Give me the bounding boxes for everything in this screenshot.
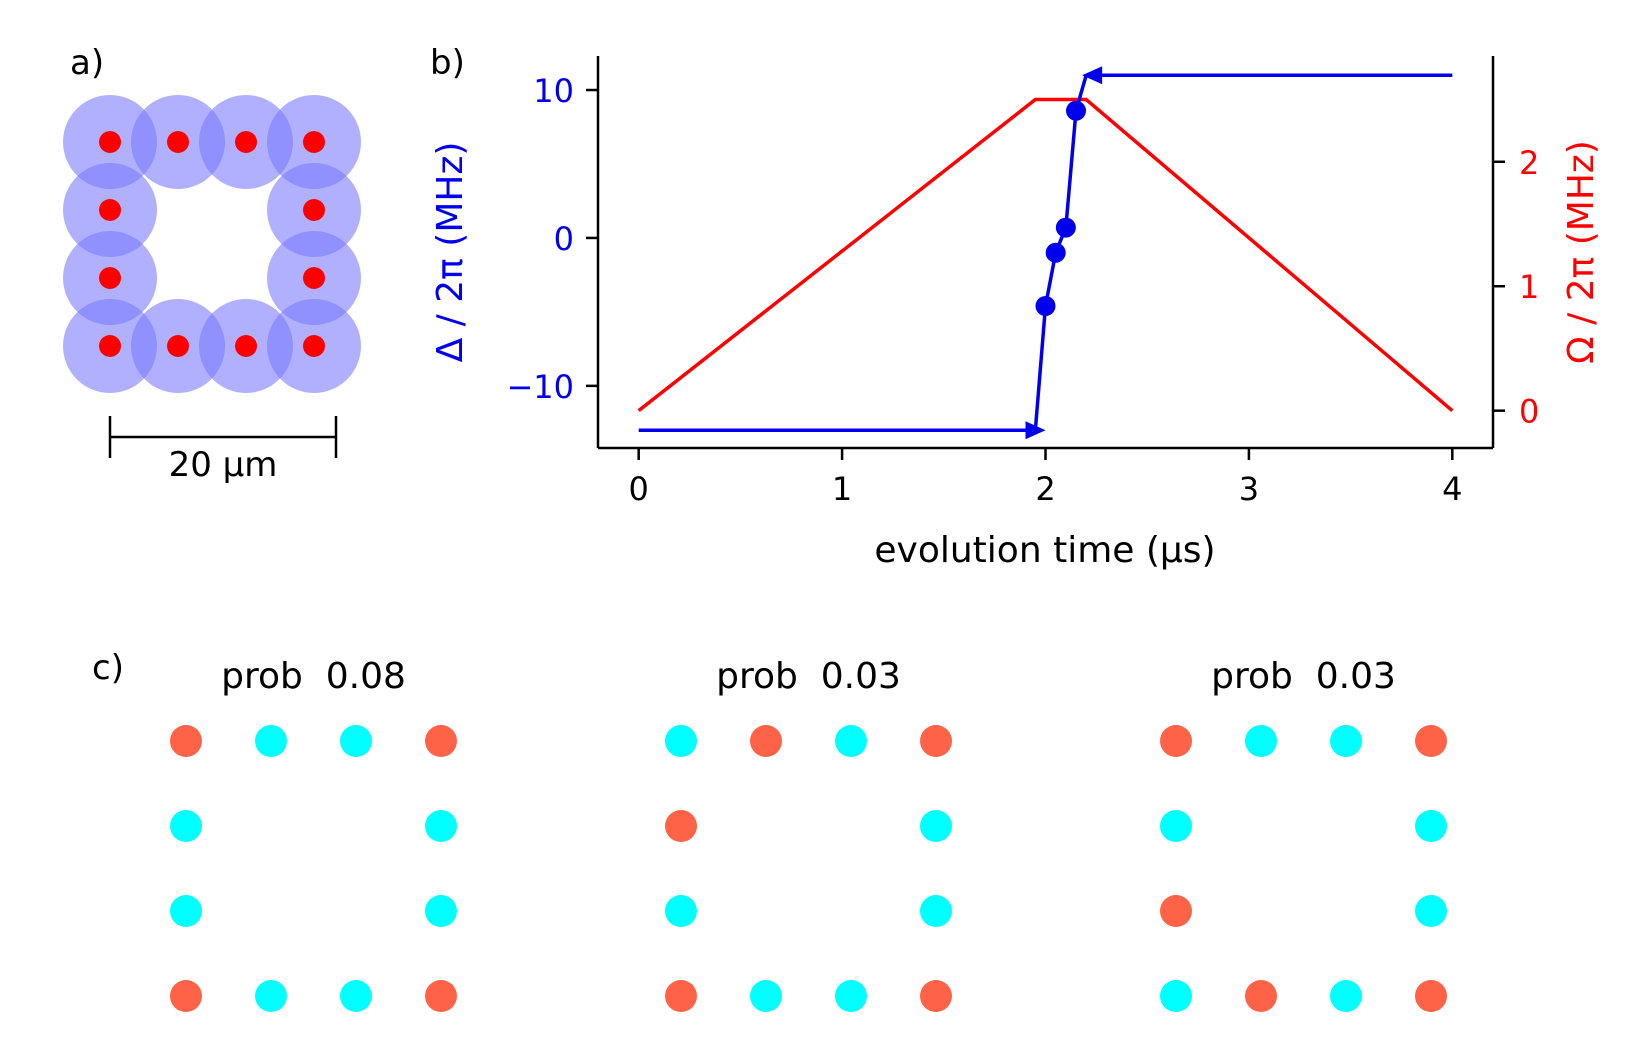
delta-marker: [1045, 242, 1066, 263]
prob-word: prob: [1211, 656, 1316, 697]
scale-bar-label: 20 μm: [169, 445, 278, 485]
excited-atom: [425, 725, 457, 757]
excited-atom: [750, 725, 782, 757]
right-tick-label: 2: [1519, 144, 1539, 182]
left-axis-ticks: −10 0 10: [506, 72, 598, 406]
excited-atom: [1245, 980, 1277, 1012]
delta-start-arrow: [638, 421, 1046, 440]
ground-atom: [920, 895, 952, 927]
ground-atom: [1160, 980, 1192, 1012]
config-layer: prob 0.08 prob 0.03 prob 0.03: [170, 656, 1447, 1012]
prob-value: 0.08: [326, 656, 406, 697]
atom-dots: [99, 131, 325, 357]
excited-atom: [920, 725, 952, 757]
ground-atom: [1160, 810, 1192, 842]
left-tick-label: 10: [533, 72, 574, 110]
atom-dot: [235, 335, 257, 357]
arrow-head: [1025, 421, 1046, 440]
prob-value: 0.03: [821, 656, 901, 697]
ground-atom: [340, 725, 372, 757]
delta-marker: [1055, 217, 1076, 238]
ground-atom: [340, 980, 372, 1012]
x-tick-label: 4: [1442, 470, 1462, 508]
right-tick-label: 0: [1519, 393, 1539, 431]
atom-dot: [167, 335, 189, 357]
ground-atom: [665, 895, 697, 927]
configuration-2: prob 0.03: [665, 656, 952, 1012]
x-tick-label: 2: [1035, 470, 1055, 508]
x-axis-label: evolution time (μs): [874, 530, 1215, 571]
excited-atom: [1415, 725, 1447, 757]
excited-atom: [170, 980, 202, 1012]
excited-atom: [1415, 980, 1447, 1012]
atom-dot: [235, 131, 257, 153]
atom-dot: [167, 131, 189, 153]
series-line-omega: [637, 97, 1454, 413]
prob-label: prob 0.03: [1211, 656, 1396, 697]
atom-dot: [99, 267, 121, 289]
scale-bar: 20 μm: [108, 416, 338, 485]
ground-atom: [1415, 895, 1447, 927]
ground-atom: [1330, 725, 1362, 757]
configuration-1: prob 0.08: [170, 656, 457, 1012]
prob-word: prob: [716, 656, 821, 697]
right-axis-ticks: 0 1 2: [1493, 144, 1539, 431]
excited-atom: [665, 810, 697, 842]
arrow-head: [1082, 66, 1103, 85]
atom-dot: [303, 131, 325, 153]
left-tick-label: 0: [554, 220, 574, 258]
excited-atom: [665, 980, 697, 1012]
prob-label: prob 0.03: [716, 656, 901, 697]
excited-atom: [425, 980, 457, 1012]
panel-a-label: a): [70, 43, 104, 83]
x-axis-ticks: 0 1 2 3 4: [629, 448, 1462, 508]
atom-dot: [303, 335, 325, 357]
delta-marker: [1035, 295, 1056, 316]
prob-word: prob: [221, 656, 326, 697]
right-tick-label: 1: [1519, 268, 1539, 306]
configuration-3: prob 0.03: [1160, 656, 1447, 1012]
ground-atom: [170, 895, 202, 927]
prob-value: 0.03: [1316, 656, 1396, 697]
ground-atom: [1245, 725, 1277, 757]
excited-atom: [1160, 895, 1192, 927]
x-tick-label: 0: [629, 470, 649, 508]
ground-atom: [665, 725, 697, 757]
series-layer: [637, 66, 1454, 440]
delta-end-arrow: [1082, 66, 1453, 85]
panel-b-label: b): [430, 43, 465, 83]
ground-atom: [920, 810, 952, 842]
delta-marker: [1066, 100, 1087, 121]
atom-dot: [303, 199, 325, 221]
panel-c-configurations: c) prob 0.08 prob 0.03 prob 0.03: [92, 648, 1447, 1012]
prob-label: prob 0.08: [221, 656, 406, 697]
ground-atom: [835, 980, 867, 1012]
ground-atom: [170, 810, 202, 842]
ground-atom: [835, 725, 867, 757]
ground-atom: [255, 980, 287, 1012]
panel-a-atom-array: a) 20 μm: [63, 43, 361, 485]
ground-atom: [425, 895, 457, 927]
ground-atom: [425, 810, 457, 842]
atom-dot: [99, 131, 121, 153]
ground-atom: [255, 725, 287, 757]
left-tick-label: −10: [506, 368, 574, 406]
atom-dot: [99, 199, 121, 221]
ground-atom: [750, 980, 782, 1012]
x-tick-label: 1: [832, 470, 852, 508]
excited-atom: [920, 980, 952, 1012]
ground-atom: [1415, 810, 1447, 842]
right-axis-label: Ω / 2π (MHz): [1561, 140, 1602, 364]
left-axis-label: Δ / 2π (MHz): [430, 142, 471, 363]
x-tick-label: 3: [1239, 470, 1259, 508]
atom-dot: [303, 267, 325, 289]
atom-dot: [99, 335, 121, 357]
excited-atom: [170, 725, 202, 757]
ground-atom: [1330, 980, 1362, 1012]
excited-atom: [1160, 725, 1192, 757]
panel-c-label: c): [92, 648, 124, 688]
